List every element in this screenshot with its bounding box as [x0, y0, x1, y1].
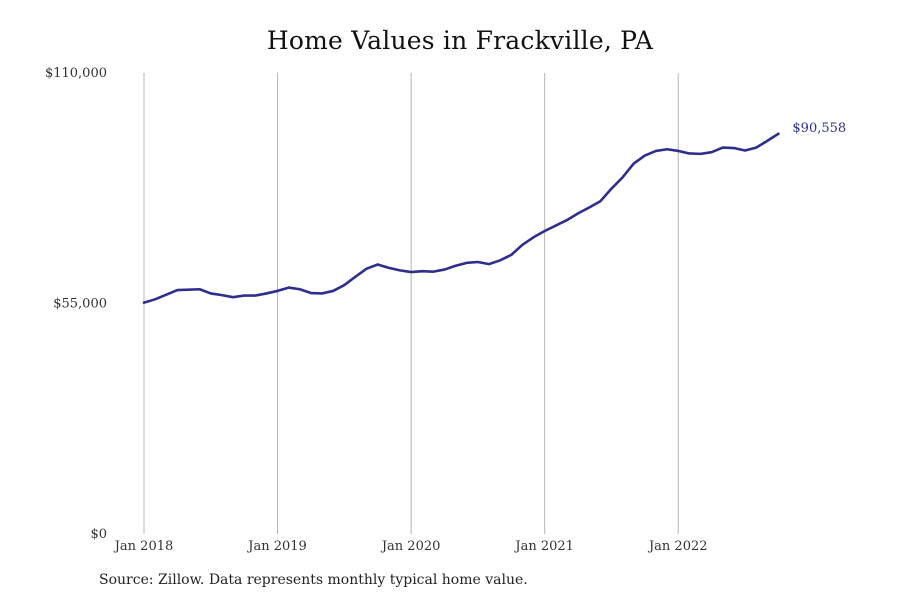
end-value-label: $90,558: [792, 121, 846, 136]
data-labels: $90,558: [792, 121, 846, 136]
x-tick-label: Jan 2021: [513, 539, 574, 554]
y-tick-label: $110,000: [45, 66, 107, 81]
x-tick-label: Jan 2020: [380, 539, 441, 554]
series-layer: [142, 132, 780, 304]
chart-title: Home Values in Frackville, PA: [266, 26, 654, 55]
x-axis: Jan 2018 Jan 2019 Jan 2020 Jan 2021 Jan 2022: [113, 539, 708, 554]
x-tick-label: Jan 2022: [647, 539, 708, 554]
y-tick-label: $0: [90, 527, 107, 542]
series-line: [142, 132, 780, 304]
source-note: Source: Zillow. Data represents monthly …: [99, 572, 528, 588]
x-tick-label: Jan 2019: [246, 539, 307, 554]
y-axis: $0 $55,000 $110,000: [45, 66, 107, 542]
y-tick-label: $55,000: [53, 297, 107, 312]
x-tick-label: Jan 2018: [113, 539, 174, 554]
gridlines: [143, 73, 679, 534]
